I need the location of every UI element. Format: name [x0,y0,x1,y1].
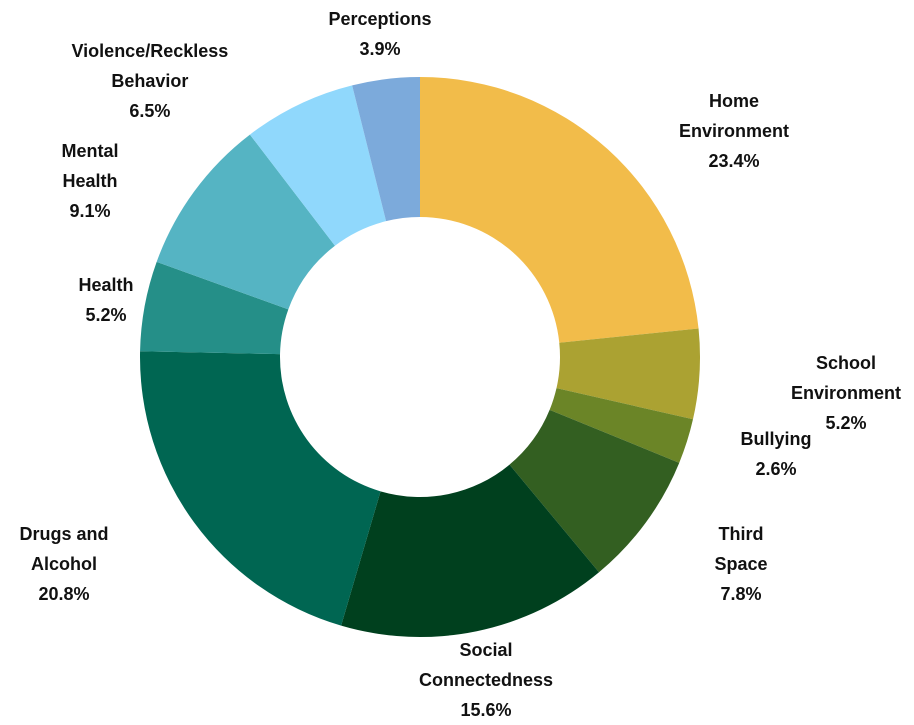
slice-value-label: 6.5% [129,101,171,121]
slice-perceptions [352,77,420,222]
slice-name-line: Drugs and [19,524,109,544]
label-health: Health 5.2% [79,270,134,330]
slice-name-line: Bullying [740,429,812,449]
slice-name-line: Health [62,171,118,191]
slice-name-line: Violence/Reckless [71,41,229,61]
slice-value-label: 7.8% [720,584,762,604]
slice-bullying [549,388,693,463]
slice-value-label: 3.9% [359,39,401,59]
slice-social-connectedness [341,464,600,637]
label-mental-health: Mental Health 9.1% [62,136,119,226]
slice-violence-reckless-behavior [249,85,387,246]
slice-name-line: Environment [679,121,790,141]
slice-value-label: 20.8% [38,584,90,604]
slice-name-line: Home [709,91,760,111]
slice-name-line: Environment [791,383,902,403]
slice-name-line: Alcohol [31,554,97,574]
label-school-environment: School Environment 5.2% [791,348,901,438]
slice-value-label: 9.1% [69,201,111,221]
slice-value-label: 23.4% [708,151,760,171]
label-perceptions: Perceptions 3.9% [329,4,432,64]
label-drugs-and-alcohol: Drugs and Alcohol 20.8% [20,519,109,609]
slice-name-line: Mental [61,141,119,161]
slice-name-line: Behavior [111,71,189,91]
slice-name-line: Social [459,640,513,660]
label-third-space: Third Space 7.8% [715,519,768,609]
label-home-environment: Home Environment 23.4% [679,86,789,176]
slice-mental-health [156,134,335,310]
slice-name-line: Health [78,275,134,295]
slice-name-line: School [816,353,877,373]
slice-value-label: 15.6% [460,700,512,720]
slice-name-line: Connectedness [419,670,554,690]
slice-name-line: Space [714,554,768,574]
slice-value-label: 5.2% [825,413,867,433]
label-violence-reckless-behavior: Violence/Reckless Behavior 6.5% [72,36,229,126]
label-social-connectedness: Social Connectedness 15.6% [419,635,553,725]
slice-health [140,261,289,355]
slice-name-line: Perceptions [328,9,432,29]
slice-name-line: Third [718,524,764,544]
slice-home-environment [420,77,699,343]
slice-drugs-and-alcohol [140,351,381,626]
label-bullying: Bullying 2.6% [741,424,812,484]
slice-school-environment [556,328,701,420]
slice-value-label: 5.2% [85,305,127,325]
slice-third-space [509,409,680,573]
slice-value-label: 2.6% [755,459,797,479]
